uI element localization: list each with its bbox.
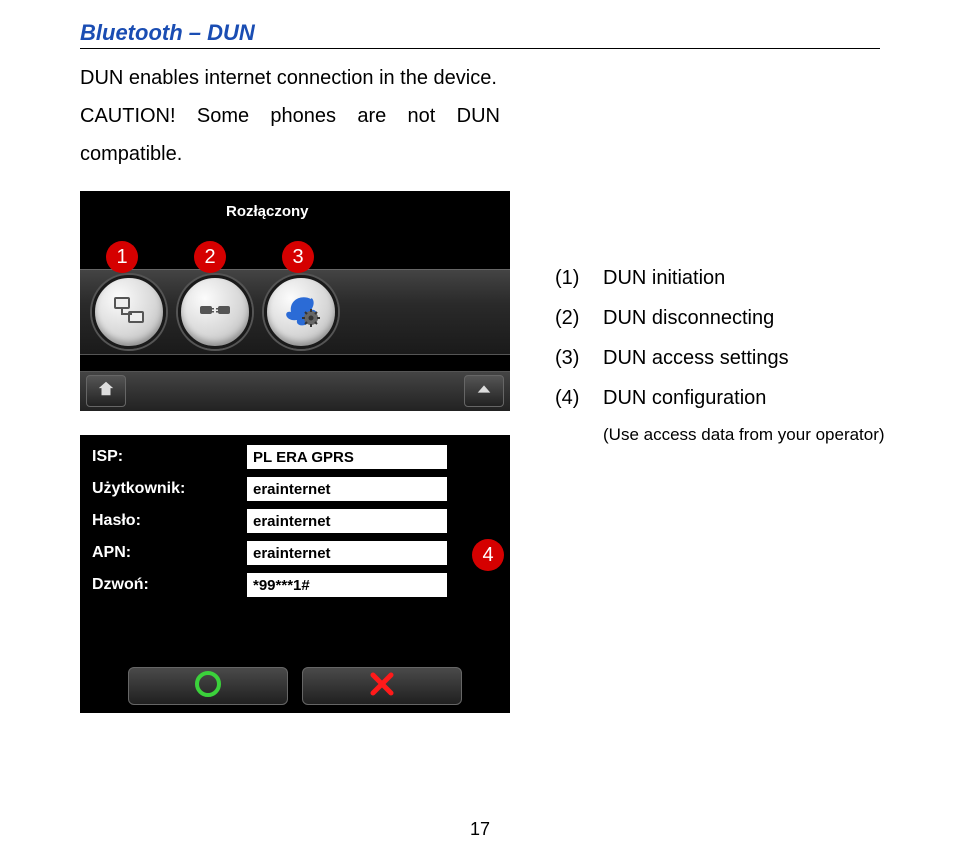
apn-label: APN:: [92, 544, 247, 562]
dun-disconnect-button[interactable]: [178, 275, 252, 349]
caution-word: not: [408, 97, 436, 135]
caution-word: are: [357, 97, 386, 135]
ok-button[interactable]: [128, 667, 288, 705]
callout-marker-4: 4: [472, 539, 504, 571]
callout-legend: (1) DUN initiation (2) DUN disconnecting (…: [555, 258, 885, 452]
apn-field[interactable]: erainternet: [247, 541, 447, 565]
legend-text: DUN configuration: [603, 378, 766, 418]
caution-word: DUN: [457, 97, 500, 135]
connection-status: Rozłączony: [226, 203, 309, 220]
ok-circle-icon: [194, 670, 222, 703]
form-row-isp: ISP: PL ERA GPRS: [92, 445, 498, 469]
page-number: 17: [0, 819, 960, 840]
screenshot-dun-toolbar: Rozłączony 1 2 3: [80, 191, 510, 411]
dial-label: Dzwoń:: [92, 576, 247, 594]
intro-text: DUN enables internet connection in the d…: [80, 59, 880, 97]
legend-num: (3): [555, 338, 589, 378]
caution-word: phones: [270, 97, 336, 135]
legend-row: (2) DUN disconnecting: [555, 298, 885, 338]
legend-num: (1): [555, 258, 589, 298]
callout-marker-1: 1: [106, 241, 138, 273]
isp-field[interactable]: PL ERA GPRS: [247, 445, 447, 469]
plug-disconnect-icon: [195, 290, 235, 335]
callout-marker-2: 2: [194, 241, 226, 273]
network-icon: [109, 290, 149, 335]
legend-row: (1) DUN initiation: [555, 258, 885, 298]
legend-text: DUN access settings: [603, 338, 789, 378]
screenshot-dun-config: ISP: PL ERA GPRS Użytkownik: erainternet…: [80, 435, 510, 713]
legend-num: (4): [555, 378, 589, 418]
legend-row: (3) DUN access settings: [555, 338, 885, 378]
caution-word: Some: [197, 97, 249, 135]
section-heading: Bluetooth – DUN: [80, 20, 880, 46]
password-field[interactable]: erainternet: [247, 509, 447, 533]
chevron-up-icon: [475, 380, 493, 403]
form-row-password: Hasło: erainternet: [92, 509, 498, 533]
form-row-user: Użytkownik: erainternet: [92, 477, 498, 501]
cancel-x-icon: [368, 670, 396, 703]
up-button[interactable]: [464, 375, 504, 407]
password-label: Hasło:: [92, 512, 247, 530]
home-icon: [97, 380, 115, 403]
legend-text: DUN disconnecting: [603, 298, 774, 338]
home-button[interactable]: [86, 375, 126, 407]
legend-row: (4) DUN configuration: [555, 378, 885, 418]
legend-num: (2): [555, 298, 589, 338]
dial-field[interactable]: *99***1#: [247, 573, 447, 597]
isp-label: ISP:: [92, 448, 247, 466]
user-label: Użytkownik:: [92, 480, 247, 498]
form-row-dial: Dzwoń: *99***1#: [92, 573, 498, 597]
dialog-buttons: [80, 667, 510, 705]
form-row-apn: APN: erainternet 4: [92, 541, 498, 565]
internet-settings-icon: [281, 290, 321, 335]
user-field[interactable]: erainternet: [247, 477, 447, 501]
caution-line-1: CAUTION! Some phones are not DUN: [80, 97, 500, 135]
heading-underline: [80, 48, 880, 49]
bottom-bar: [80, 371, 510, 411]
caution-line-2: compatible.: [80, 135, 880, 173]
dun-initiation-button[interactable]: [92, 275, 166, 349]
legend-text: DUN initiation: [603, 258, 725, 298]
legend-subtext: (Use access data from your operator): [603, 418, 885, 452]
callout-marker-3: 3: [282, 241, 314, 273]
caution-word: CAUTION!: [80, 97, 176, 135]
dun-settings-button[interactable]: [264, 275, 338, 349]
cancel-button[interactable]: [302, 667, 462, 705]
toolbar-band: [80, 269, 510, 355]
